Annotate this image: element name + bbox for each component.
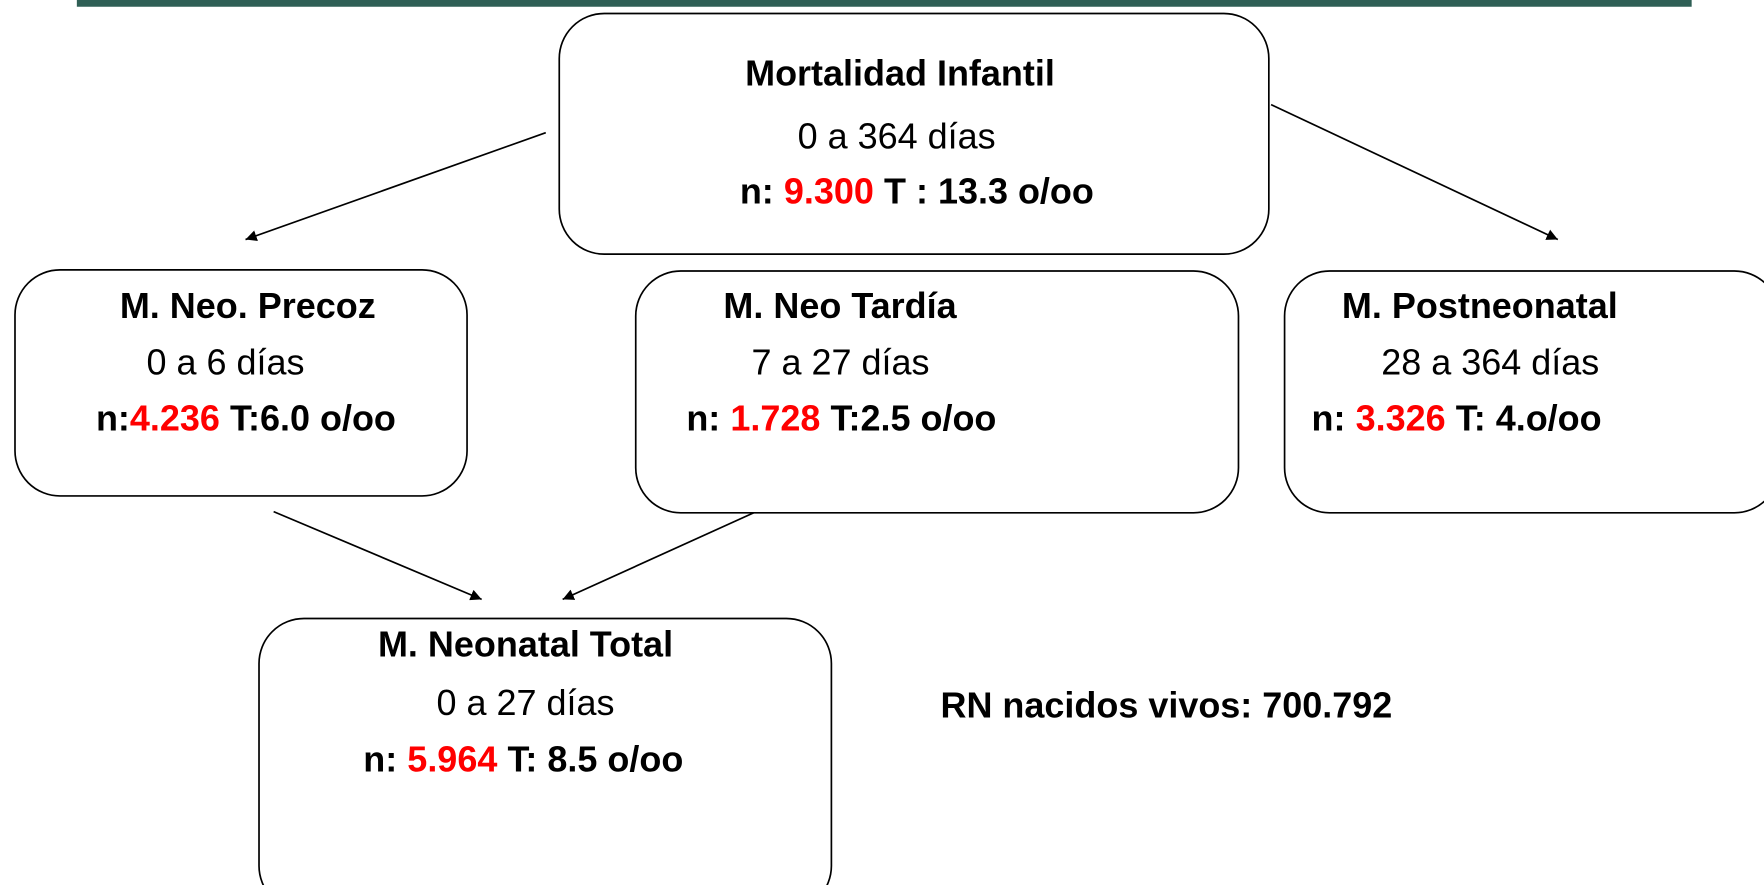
- node-box: [558, 12, 1270, 255]
- n-value: 9.300: [784, 171, 874, 212]
- arrow: [1270, 103, 1559, 241]
- node-range: 0 a 364 días: [798, 115, 996, 156]
- node-stats: n: 1.728 T:2.5 o/oo: [686, 398, 996, 439]
- node-stats: n: 3.326 T: 4.o/oo: [1312, 398, 1602, 439]
- rate: T:6.0 o/oo: [230, 398, 396, 439]
- node-title: M. Neo. Precoz: [120, 285, 376, 326]
- arrow: [245, 131, 547, 242]
- n-label: n:: [686, 398, 720, 439]
- arrow: [562, 512, 755, 601]
- arrows: [245, 103, 1559, 601]
- node-box: [634, 270, 1240, 514]
- n-label: n:: [1312, 398, 1346, 439]
- n-label: n:: [363, 738, 397, 779]
- rate: T:2.5 o/oo: [831, 398, 997, 439]
- node-box: [14, 269, 468, 497]
- n-value: 4.236: [130, 398, 220, 439]
- n-value: 5.964: [407, 738, 497, 779]
- node-range: 0 a 6 días: [147, 341, 305, 382]
- node-range: 7 a 27 días: [752, 341, 930, 382]
- n-value: 1.728: [730, 398, 820, 439]
- node-box: [258, 617, 833, 885]
- note: RN nacidos vivos: 700.792: [940, 684, 1392, 725]
- header-bar: [76, 0, 1692, 7]
- node-stats: n:4.236 T:6.0 o/oo: [96, 398, 396, 439]
- rate: T: 4.o/oo: [1456, 398, 1602, 439]
- node-title: M. Postneonatal: [1342, 285, 1618, 326]
- node-stats: n: 9.300 T : 13.3 o/oo: [740, 171, 1094, 212]
- n-label: n:: [740, 171, 774, 212]
- n-label: n:: [96, 398, 130, 439]
- rate: T: 8.5 o/oo: [507, 738, 683, 779]
- node-title: Mortalidad Infantil: [745, 52, 1055, 93]
- node-title: M. Neonatal Total: [378, 624, 673, 665]
- n-value: 3.326: [1356, 398, 1446, 439]
- node-range: 0 a 27 días: [437, 682, 615, 723]
- arrow: [273, 510, 482, 601]
- node-range: 28 a 364 días: [1381, 341, 1599, 382]
- rate: T : 13.3 o/oo: [884, 171, 1094, 212]
- node-box: [1283, 270, 1764, 514]
- node-stats: n: 5.964 T: 8.5 o/oo: [363, 738, 683, 779]
- node-title: M. Neo Tardía: [723, 285, 957, 326]
